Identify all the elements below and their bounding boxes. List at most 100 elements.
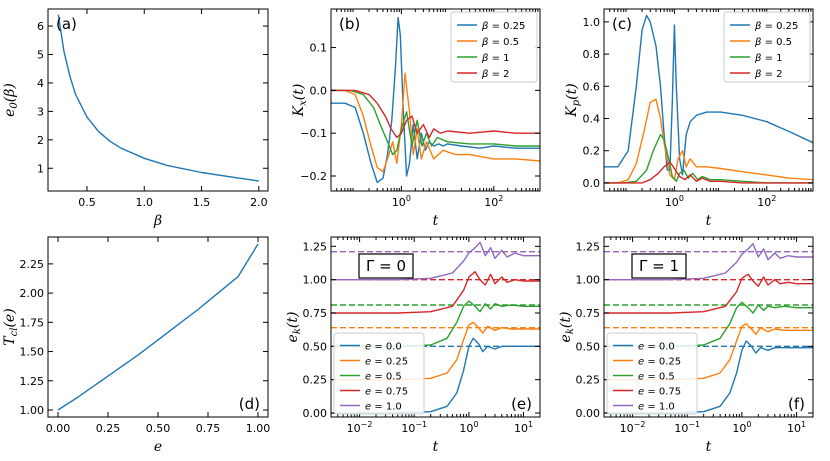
legend-entry: e = 0.0 [365,342,402,353]
legend-entry: β = 2 [481,69,510,80]
panel-a: 0.5 1.0 1.5 2.0 1 2 3 4 5 6 β e0(β) (a) [2,8,269,229]
series-line [57,14,259,182]
y-axis-label: e0(β) [2,83,20,117]
y-tick-label: 1.00 [576,274,601,287]
x-axis-label: t [433,213,439,229]
legend-entry: e = 0.25 [638,357,681,368]
panel-label: (a) [56,15,77,33]
panel-label: (b) [339,15,360,33]
y-tick-label: 0.2 [583,145,601,158]
legend-entry: e = 0.75 [365,387,408,398]
y-tick-label: 0.00 [576,407,601,420]
y-tick-label: 1.50 [20,346,45,359]
x-tick-label: 10−1 [674,420,700,435]
y-tick-label: 1.00 [20,404,45,417]
plot-frame [47,236,269,418]
gamma-annotation: Γ = 0 [366,257,406,275]
x-tick-label: 2.0 [250,196,268,209]
y-tick-label: −0.1 [300,127,327,140]
legend: β = 0.25 β = 0.5 β = 1 β = 2 [450,11,538,83]
y-tick-label: 1.0 [583,16,601,29]
series-line [604,133,813,184]
legend-entry: e = 0.75 [638,387,681,398]
y-tick-label: 0.75 [576,307,601,320]
y-tick-label: 1.00 [303,274,328,287]
y-tick-label: 2 [37,134,44,147]
series-line [604,340,813,414]
series-line [604,98,813,184]
series-line [604,161,813,184]
series-line [604,323,813,381]
legend-entry: e = 0.0 [638,342,675,353]
y-tick-label: 2.00 [20,287,45,300]
panel-label: (e) [511,395,532,413]
y-tick-label: 0.0 [583,177,601,190]
panel-label: (f) [788,395,805,413]
x-tick-label: 1.00 [246,422,271,435]
series-line [331,337,540,414]
legend: β = 0.25 β = 0.5 β = 1 β = 2 [723,11,811,83]
legend-entry: e = 0.5 [638,372,675,383]
series-group [604,14,813,184]
x-axis-label: e [154,439,162,455]
gamma-annotation-box [358,253,414,279]
series-line [604,242,813,281]
series-group [331,16,540,184]
series-group [604,242,813,414]
series-group [331,241,540,414]
y-tick-label: 0.25 [576,374,601,387]
panel-d: 0.00 0.25 0.50 0.75 1.00 1.00 1.25 1.50 1.75 2.00… [2,236,271,455]
gamma-annotation-box [631,253,687,279]
y-tick-label: 2.25 [20,258,45,271]
legend-entry: β = 0.25 [481,21,525,32]
legend-entry: β = 0.25 [754,21,798,32]
y-axis-label: Kx(t) [291,84,309,118]
y-axis-label: Tcl(e) [2,308,20,345]
series-line [604,301,813,347]
x-tick-label: 0.75 [196,422,221,435]
legend: e = 0.0 e = 0.25 e = 0.5 e = 0.75 e = 1.0 [333,332,425,415]
y-tick-label: 0.4 [583,113,601,126]
legend-entry: e = 1.0 [638,402,675,413]
legend-entry: e = 0.25 [365,357,408,368]
y-tick-label: −0.2 [300,170,327,183]
series-line [331,89,540,156]
legend-entry: e = 0.5 [365,372,402,383]
x-tick-label: 100 [732,420,751,435]
x-tick-label: 10−2 [347,420,373,435]
series-line [331,300,540,347]
y-tick-label: 0.50 [303,340,328,353]
legend: e = 0.0 e = 0.25 e = 0.5 e = 0.75 e = 1.0 [606,332,698,415]
x-tick-label: 0.00 [46,422,71,435]
x-tick-label: 10−1 [401,420,427,435]
gamma-annotation: Γ = 1 [639,257,679,275]
plot-frame [47,8,269,192]
legend-entry: β = 2 [754,69,783,80]
series-line [331,321,540,381]
legend-entry: β = 0.5 [754,37,792,48]
y-tick-label: 1.75 [20,316,45,329]
y-tick-label: 5 [37,49,44,62]
y-tick-label: 0.6 [583,80,601,93]
y-axis-label: ek(t) [558,312,576,343]
legend-entry: β = 1 [754,53,783,64]
legend-entry: e = 1.0 [365,402,402,413]
series-line [331,16,540,184]
legend-box [606,332,698,415]
panel-f: 10−2 10−1 100 101 0.00 0.25 0.50 0.75 1.00 1.25 t e… [558,236,814,455]
y-tick-label: 0.75 [303,307,328,320]
x-tick-label: 10−2 [620,420,646,435]
plot-frame [330,236,541,418]
y-tick-label: 0.0 [310,84,328,97]
y-tick-label: 1.25 [576,240,601,253]
legend-box [450,11,538,83]
x-tick-label: 101 [787,420,806,435]
plot-frame [603,236,814,418]
plot-frame [330,8,541,192]
series-group [57,243,259,411]
y-tick-label: 6 [37,20,44,33]
y-tick-label: 0.8 [583,48,601,61]
x-tick-label: 101 [514,420,533,435]
y-tick-label: 1.25 [303,240,328,253]
